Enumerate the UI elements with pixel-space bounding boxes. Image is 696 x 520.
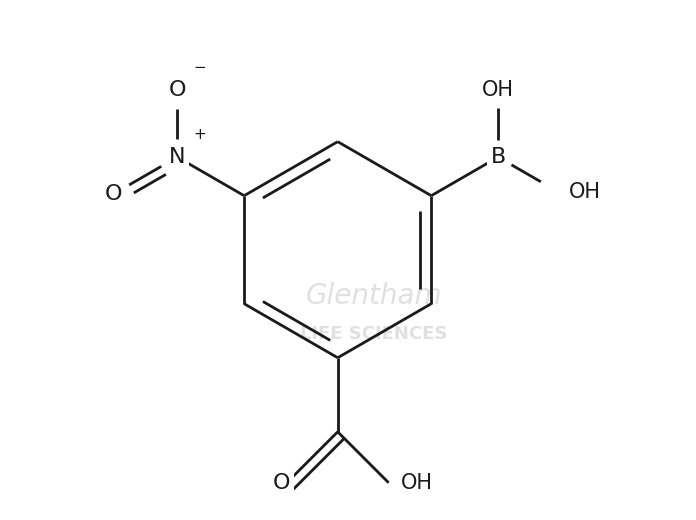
Text: Glentham: Glentham <box>306 282 442 310</box>
Text: OH: OH <box>569 182 601 202</box>
Text: O: O <box>104 184 122 204</box>
Text: N: N <box>169 147 186 167</box>
Text: OH: OH <box>482 80 514 100</box>
Text: B: B <box>491 147 506 167</box>
Text: LIFE SCIENCES: LIFE SCIENCES <box>300 325 448 343</box>
Text: −: − <box>193 60 206 75</box>
Text: O: O <box>273 473 290 493</box>
Text: +: + <box>193 127 206 142</box>
Text: O: O <box>168 80 186 100</box>
Text: OH: OH <box>401 473 433 493</box>
